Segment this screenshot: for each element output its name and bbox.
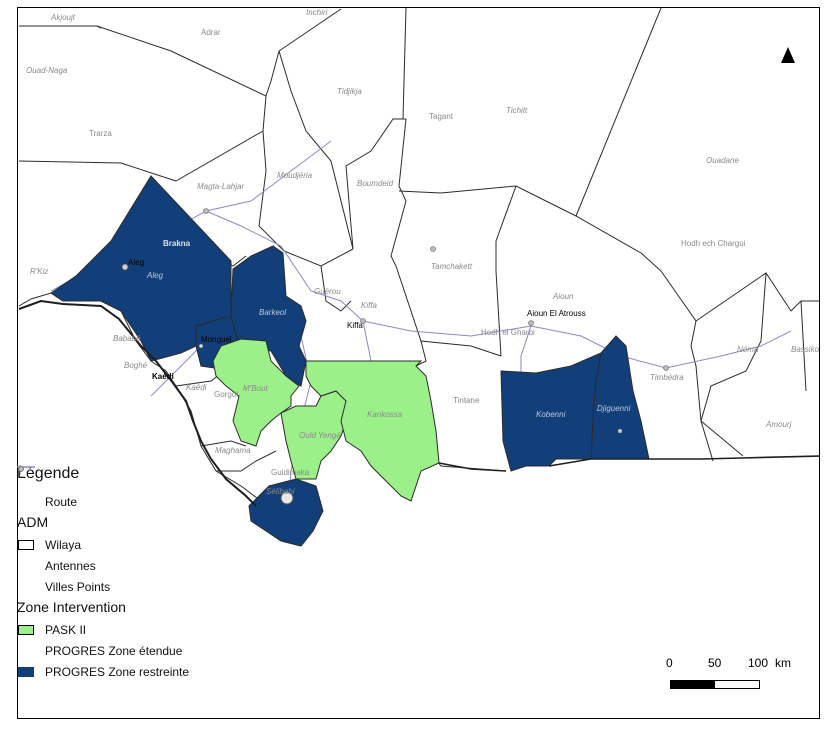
label-selibabi: Sélibabi [266, 487, 295, 496]
legend-label-pask: PASK II [45, 622, 87, 637]
city-point-selibabi [280, 491, 294, 505]
label-maghama: Maghama [215, 446, 251, 455]
zone-kankossa [305, 360, 440, 502]
label-kaedi: Kaédi [186, 383, 207, 392]
label-timbedra: Timbédra [650, 373, 684, 382]
scale-tick-0: 0 [666, 656, 673, 670]
city-points [121, 208, 669, 505]
legend-title: Légende [17, 465, 80, 482]
legend-item-restreinte: PROGRES Zone restreinte [17, 661, 227, 682]
label-akjoujt: Akjoujt [50, 13, 76, 22]
label-barkeol: Barkeol [259, 308, 286, 317]
label-ouadane: Ouadane [706, 156, 739, 165]
scale-bar-graphic [670, 680, 760, 689]
label-bababe: Bababé [113, 334, 141, 343]
label-inchiri: Inchiri [306, 8, 328, 17]
zone-mbout [212, 338, 300, 447]
label-mbout: M'Bout [243, 384, 268, 393]
label-trarza: Trarza [89, 129, 112, 138]
legend-item-etendue: PROGRES Zone étendue [17, 640, 227, 661]
north-arrow-icon [781, 47, 795, 63]
label-aleg-city: Aleg [128, 258, 144, 267]
label-kobenni: Kobenni [536, 410, 566, 419]
zone-restreinte [50, 175, 650, 547]
label-adrar: Adrar [201, 28, 221, 37]
label-tagant: Tagant [429, 112, 454, 121]
antenna-icon [17, 465, 35, 572]
scale-unit: km [775, 656, 791, 670]
legend-label-antennes: Antennes [45, 558, 96, 573]
legend-item-route: Route [17, 466, 227, 512]
city-point-timbedra [663, 365, 669, 371]
map-canvas: Akjoujt Inchiri Adrar Ouad-Naga Tidjikja… [18, 8, 820, 547]
route-line-icon [17, 466, 35, 508]
label-rkiz: R'Kiz [30, 267, 48, 276]
legend-item-antennes: Antennes [17, 465, 227, 576]
label-hodh-ech-chargui: Hodh ech Chargui [681, 239, 746, 248]
zone-pask [212, 338, 440, 502]
zone-djiguenni [590, 335, 650, 460]
label-tidjikja: Tidjikja [337, 87, 362, 96]
city-point-tamchakett [430, 246, 436, 252]
label-nema: Néma [737, 345, 759, 354]
label-aleg-dept: Aleg [146, 271, 164, 280]
label-djiguenni: Djiguenni [597, 404, 631, 413]
scale-bar: 0 50 100 km [664, 656, 804, 696]
restreinte-swatch-icon [17, 666, 35, 678]
label-monguel: Monguel [201, 335, 232, 344]
label-bassikounou: Bassikou [791, 345, 820, 354]
city-point-magta [203, 208, 209, 214]
label-gorgol: Gorgol [214, 390, 238, 399]
legend-label-wilaya: Wilaya [45, 537, 82, 552]
label-tamchakett: Tamchakett [431, 262, 473, 271]
legend: Légende Route ADM Wilaya Antennes Villes… [17, 465, 227, 682]
label-tintane: Tintane [453, 396, 480, 405]
boundaries [18, 8, 819, 512]
label-aioun: Aioun [552, 292, 574, 301]
legend-label-villes: Villes Points [45, 579, 111, 594]
city-point-aleg [121, 263, 129, 271]
label-guerou: Guérou [314, 287, 341, 296]
scale-tick-100: 100 [748, 656, 769, 670]
legend-group-zone: Zone Intervention [17, 599, 126, 615]
map-frame: Akjoujt Inchiri Adrar Ouad-Naga Tidjikja… [17, 7, 820, 719]
zone-selibabi [248, 478, 324, 547]
label-kaedi-city: Kaédi [152, 372, 174, 381]
legend-item-pask: PASK II [17, 619, 227, 640]
legend-group-adm: ADM [17, 514, 49, 530]
label-boghe: Boghé [124, 361, 148, 370]
label-boumdeid: Boumdeid [357, 179, 394, 188]
legend-item-wilaya: Wilaya [17, 534, 227, 555]
pask-swatch-icon [17, 624, 35, 636]
wilaya-swatch-icon [17, 539, 35, 551]
label-tichitt: Tichitt [506, 106, 528, 115]
label-amourj: Amourj [765, 420, 792, 429]
label-ould-yenge: Ould Yengé [299, 431, 341, 440]
etendue-swatch-icon [17, 645, 35, 657]
label-kiffa-city: Kiffa [347, 321, 363, 330]
scale-tick-50: 50 [708, 656, 722, 670]
zone-ould-yenge [280, 390, 347, 480]
label-hodh-gharbi: Hodh el Gharbi [481, 328, 535, 337]
city-point-aioun [528, 320, 534, 326]
city-point-djiguenni [617, 428, 623, 434]
label-magta-lahjar: Magta-Lahjar [197, 182, 244, 191]
label-guidimaka: Guidimaka [271, 468, 310, 477]
label-kankossa: Kankossa [367, 410, 403, 419]
legend-item-villes: Villes Points [17, 466, 227, 597]
label-kiffa-dept: Kiffa [361, 301, 378, 310]
label-aioun-city: Aioun El Atrouss [527, 309, 586, 318]
southern-border [438, 455, 819, 472]
city-point-icon [17, 466, 35, 593]
label-moudjeria: Moudjéria [277, 171, 313, 180]
label-ouad-naga: Ouad-Naga [26, 66, 68, 75]
city-point-monguel [198, 343, 204, 349]
legend-label-etendue: PROGRES Zone étendue [45, 643, 183, 658]
city-point-kiffa [360, 318, 366, 324]
legend-label-restreinte: PROGRES Zone restreinte [45, 664, 190, 679]
label-brakna: Brakna [163, 239, 191, 248]
river-senegal [18, 299, 257, 507]
legend-label-route: Route [45, 494, 78, 509]
